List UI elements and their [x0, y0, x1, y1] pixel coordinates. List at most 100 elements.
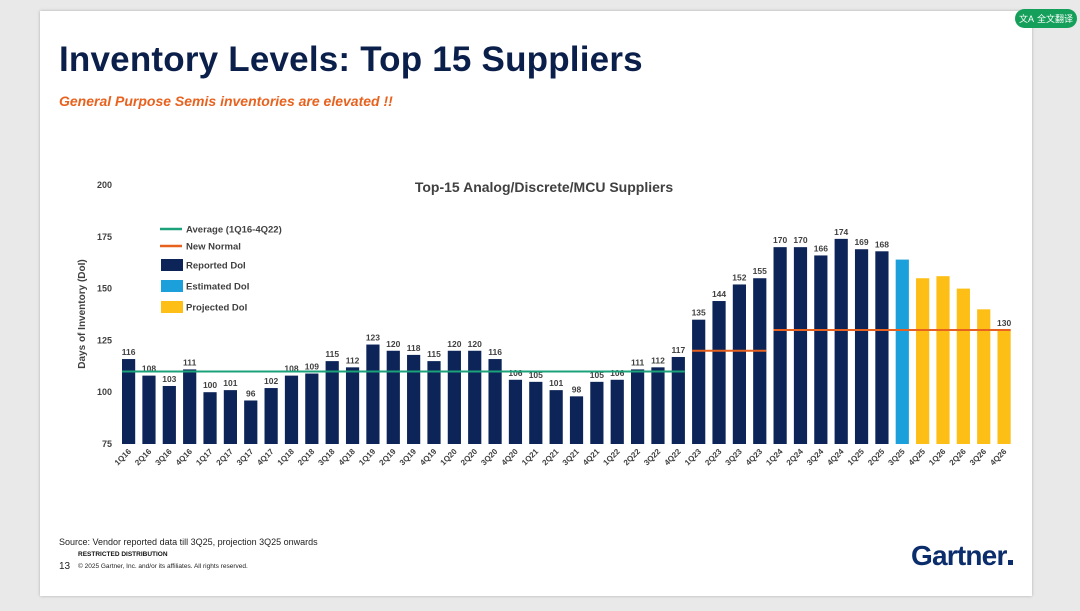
- x-tick-4Q25: 4Q25: [907, 447, 928, 468]
- restricted-distribution: RESTRICTED DISTRIBUTION: [78, 551, 168, 558]
- bar-3Q23: [732, 284, 746, 444]
- y-tick-175: 175: [97, 232, 112, 242]
- bar-label-2Q16: 108: [142, 364, 156, 374]
- bar-4Q23: [753, 278, 767, 444]
- page-number: 13: [59, 561, 71, 572]
- bar-label-2Q17: 101: [223, 378, 237, 388]
- bar-label-2Q18: 109: [305, 362, 319, 372]
- bar-3Q19: [407, 354, 421, 444]
- x-tick-1Q24: 1Q24: [764, 447, 785, 468]
- legend-swatch-estimated: [161, 280, 183, 292]
- legend-label-estimated: Estimated DoI: [186, 282, 249, 293]
- y-axis-ticks: 75 100 125 150 175 200: [97, 180, 112, 449]
- bar-4Q20: [508, 379, 523, 444]
- bar-2Q23: [712, 301, 726, 444]
- logo-dot: [1007, 560, 1013, 565]
- bar-label-4Q16: 111: [183, 357, 197, 367]
- page-title: Inventory Levels: Top 15 Suppliers: [59, 40, 643, 79]
- bar-4Q19: [427, 361, 441, 444]
- bar-2Q18: [305, 373, 319, 444]
- x-tick-4Q19: 4Q19: [418, 447, 439, 468]
- bar-2Q17: [223, 390, 237, 444]
- x-tick-3Q18: 3Q18: [316, 447, 337, 468]
- x-tick-4Q24: 4Q24: [825, 447, 846, 468]
- bar-label-3Q24: 166: [814, 243, 828, 253]
- x-tick-2Q18: 2Q18: [296, 447, 317, 468]
- bar-label-4Q26: 130: [997, 318, 1011, 328]
- x-tick-4Q23: 4Q23: [744, 447, 765, 468]
- bar-1Q25: [854, 249, 869, 444]
- legend-swatch-reported: [161, 259, 183, 271]
- bars: [122, 238, 1011, 444]
- bar-label-4Q20: 106: [508, 368, 522, 378]
- bar-label-3Q20: 116: [488, 347, 502, 357]
- bar-label-1Q24: 170: [773, 235, 787, 245]
- bar-1Q26: [936, 276, 950, 444]
- source-note: Source: Vendor reported data till 3Q25, …: [59, 537, 318, 547]
- x-tick-4Q22: 4Q22: [663, 447, 684, 468]
- bar-label-3Q16: 103: [162, 374, 176, 384]
- bar-3Q25: [895, 259, 909, 444]
- chart-legend: Average (1Q16-4Q22) New Normal Reported Do…: [160, 225, 282, 314]
- bar-1Q23: [692, 319, 706, 444]
- x-tick-3Q26: 3Q26: [968, 447, 989, 468]
- x-tick-1Q22: 1Q22: [601, 447, 622, 468]
- bar-label-1Q21: 105: [529, 370, 543, 380]
- bar-label-3Q21: 98: [572, 384, 582, 394]
- y-axis-label: Days of Inventory (DoI): [77, 259, 88, 368]
- x-tick-2Q19: 2Q19: [377, 447, 398, 468]
- bar-label-2Q25: 168: [875, 239, 889, 249]
- bar-4Q21: [590, 381, 604, 444]
- bar-label-2Q19: 120: [386, 339, 400, 349]
- x-tick-3Q25: 3Q25: [886, 447, 907, 468]
- bar-2Q20: [468, 350, 482, 444]
- bar-label-1Q18: 108: [284, 364, 298, 374]
- translate-button[interactable]: 文A 全文翻译: [1015, 9, 1077, 28]
- x-tick-3Q16: 3Q16: [154, 447, 175, 468]
- x-axis-ticks: 1Q16 2Q16 3Q16 4Q16 1Q17 2Q17 3Q17 4Q17 1Q18 2Q18…: [113, 447, 1009, 468]
- legend-label-projected: Projected DoI: [186, 303, 247, 314]
- bar-label-2Q21: 101: [549, 378, 563, 388]
- x-tick-1Q20: 1Q20: [439, 447, 460, 468]
- bar-label-3Q23: 152: [732, 272, 746, 282]
- bar-label-3Q22: 112: [651, 355, 665, 365]
- bar-4Q18: [345, 367, 360, 444]
- x-tick-1Q25: 1Q25: [846, 447, 867, 468]
- bar-3Q21: [569, 396, 584, 444]
- x-tick-1Q18: 1Q18: [276, 447, 297, 468]
- x-tick-3Q17: 3Q17: [235, 447, 256, 468]
- x-tick-4Q21: 4Q21: [581, 447, 602, 468]
- legend-swatch-projected: [161, 301, 183, 313]
- x-tick-2Q22: 2Q22: [622, 447, 643, 468]
- bar-3Q24: [814, 255, 828, 444]
- bar-label-3Q17: 96: [246, 388, 256, 398]
- bar-label-1Q25: 169: [854, 237, 868, 247]
- copyright: © 2025 Gartner, Inc. and/or its affiliat…: [78, 563, 248, 570]
- x-tick-1Q19: 1Q19: [357, 447, 378, 468]
- reference-lines: [122, 329, 1011, 373]
- x-tick-3Q23: 3Q23: [724, 447, 745, 468]
- x-tick-1Q16: 1Q16: [113, 447, 134, 468]
- bar-labels: 116 108 103 111 100 101 96 102 108 109 115 112 123 12…: [122, 227, 1012, 399]
- y-tick-200: 200: [97, 180, 112, 190]
- x-tick-3Q20: 3Q20: [479, 447, 500, 468]
- y-tick-125: 125: [97, 335, 112, 345]
- bar-label-4Q21: 105: [590, 370, 604, 380]
- x-tick-2Q26: 2Q26: [948, 447, 969, 468]
- x-tick-2Q21: 2Q21: [540, 447, 561, 468]
- x-tick-4Q20: 4Q20: [500, 447, 521, 468]
- bar-label-1Q19: 123: [366, 333, 380, 343]
- bar-2Q19: [386, 350, 400, 444]
- bar-label-1Q22: 106: [610, 368, 624, 378]
- x-tick-3Q21: 3Q21: [561, 447, 582, 468]
- bar-1Q22: [610, 379, 624, 444]
- x-tick-2Q16: 2Q16: [133, 447, 154, 468]
- bar-1Q24: [773, 247, 787, 444]
- bar-2Q16: [142, 375, 156, 444]
- bar-3Q20: [488, 359, 502, 444]
- bar-1Q16: [122, 359, 136, 444]
- bar-label-4Q22: 117: [671, 345, 685, 355]
- bar-label-4Q23: 155: [753, 266, 767, 276]
- bar-4Q17: [264, 388, 278, 444]
